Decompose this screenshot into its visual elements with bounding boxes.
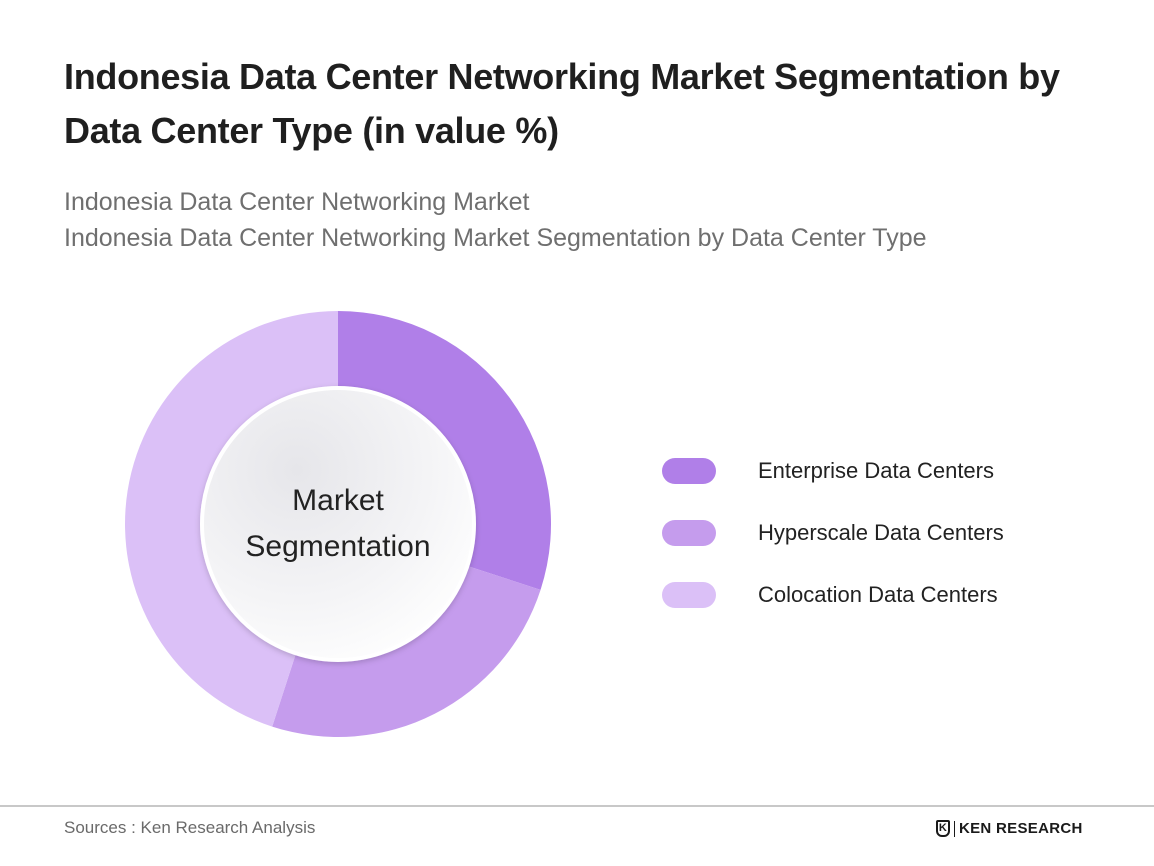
donut-slice-colocation [125, 311, 338, 727]
donut-slices [125, 311, 551, 737]
legend-label-enterprise: Enterprise Data Centers [758, 458, 994, 483]
chart-title: Indonesia Data Center Networking Market … [64, 56, 1060, 151]
legend-label-hyperscale: Hyperscale Data Centers [758, 520, 1004, 545]
subtitle-line-1: Indonesia Data Center Networking Market [64, 188, 530, 216]
legend-swatch-colocation [662, 582, 716, 608]
legend-item-hyperscale: Hyperscale Data Centers [662, 502, 1004, 564]
donut-svg [125, 311, 551, 737]
legend-swatch-enterprise [662, 458, 716, 484]
donut-center-disc [200, 386, 476, 662]
chart-legend: Enterprise Data Centers Hyperscale Data … [662, 440, 1004, 626]
donut-slice-enterprise [338, 311, 551, 590]
ken-research-logo: K KEN RESEARCH [936, 820, 1083, 837]
logo-text: KEN RESEARCH [959, 820, 1083, 837]
logo-separator [954, 820, 955, 837]
donut-slice-hyperscale [272, 564, 541, 737]
ken-shield-icon: K [936, 820, 950, 837]
source-note: Sources : Ken Research Analysis [64, 818, 316, 837]
donut-center-label: Market Segmentation [203, 424, 473, 624]
center-label-line-2: Segmentation [245, 530, 431, 563]
footer-divider [0, 805, 1154, 807]
donut-chart: Market Segmentation [120, 306, 556, 742]
subtitle-line-2: Indonesia Data Center Networking Market … [64, 224, 927, 252]
legend-swatch-hyperscale [662, 520, 716, 546]
chart-subtitle: Indonesia Data Center Networking Market … [64, 184, 1144, 256]
center-label-line-1: Market [292, 484, 384, 517]
legend-item-enterprise: Enterprise Data Centers [662, 440, 1004, 502]
legend-item-colocation: Colocation Data Centers [662, 564, 1004, 626]
legend-label-colocation: Colocation Data Centers [758, 582, 998, 607]
